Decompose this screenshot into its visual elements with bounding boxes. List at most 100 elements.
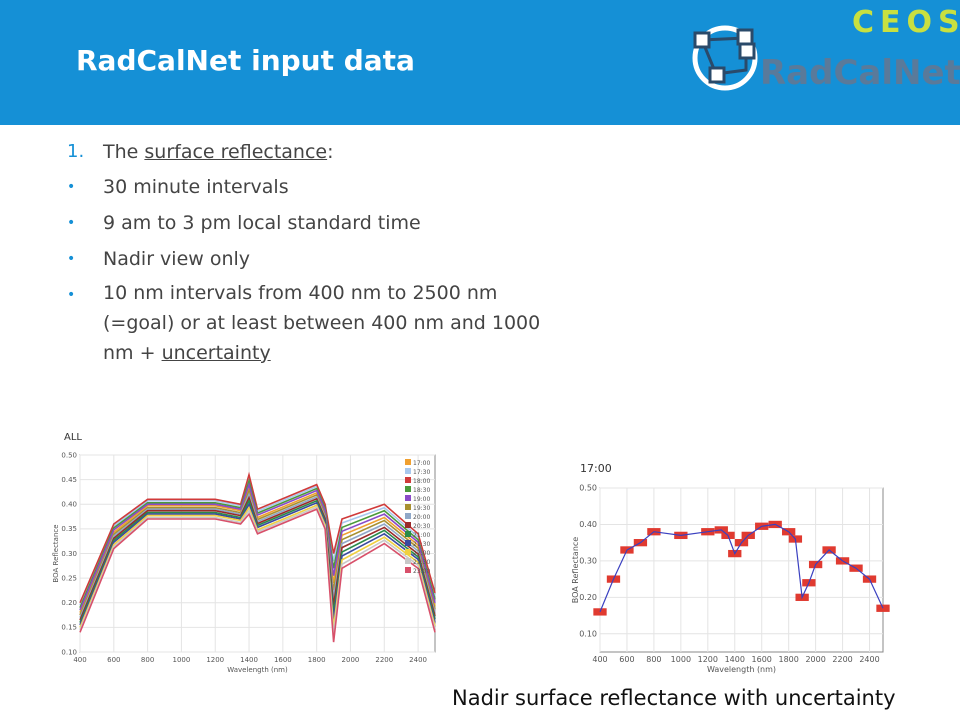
- series-line: [79, 506, 436, 635]
- legend-swatch: [405, 558, 411, 564]
- x-axis-label: Wavelength (nm): [707, 665, 776, 674]
- x-tick-label: 1800: [308, 656, 326, 664]
- chart-title: 17:00: [580, 462, 612, 475]
- series-line: [79, 488, 436, 616]
- underlined-text: uncertainty: [161, 342, 271, 364]
- x-tick-label: 1400: [240, 656, 258, 664]
- x-tick-label: 1200: [698, 655, 718, 664]
- series-line: [79, 508, 436, 643]
- logo-top: CEOS: [852, 5, 960, 40]
- series-line: [79, 475, 436, 606]
- x-tick-label: 2400: [409, 656, 427, 664]
- x-tick-label: 2200: [832, 655, 852, 664]
- legend-label: 21:30: [413, 541, 430, 548]
- y-tick-label: 0.50: [61, 451, 77, 459]
- y-axis-label: BOA Reflectance: [52, 524, 60, 582]
- y-tick-label: 0.35: [61, 525, 77, 533]
- y-tick-label: 0.50: [579, 484, 597, 493]
- text: :: [327, 141, 334, 163]
- legend-swatch: [405, 477, 411, 483]
- legend-swatch: [405, 513, 411, 519]
- x-tick-label: 1200: [206, 656, 224, 664]
- series-line: [79, 471, 436, 604]
- uncertainty-band: [593, 608, 607, 616]
- x-tick-label: 1600: [752, 655, 772, 664]
- legend-label: 22:30: [413, 559, 430, 566]
- series-line: [79, 492, 436, 618]
- series-line: [79, 495, 436, 621]
- series-line: [79, 485, 436, 613]
- x-tick-label: 800: [646, 655, 661, 664]
- text: Nadir view only: [103, 248, 251, 270]
- y-tick-label: 0.30: [61, 550, 77, 558]
- legend-label: 18:30: [413, 487, 430, 494]
- y-tick-label: 0.15: [61, 624, 77, 632]
- y-tick-label: 0.10: [579, 629, 597, 638]
- legend-swatch: [405, 567, 411, 573]
- list-heading: 1. The surface reflectance:: [67, 135, 543, 169]
- x-tick-label: 1800: [778, 655, 798, 664]
- x-tick-label: 1400: [725, 655, 745, 664]
- x-tick-label: 2200: [375, 656, 393, 664]
- x-tick-label: 1000: [173, 656, 191, 664]
- y-tick-label: 0.20: [61, 599, 77, 607]
- series-line: [599, 523, 884, 613]
- bullet: • 9 am to 3 pm local standard time: [67, 212, 421, 234]
- y-tick-label: 0.40: [579, 520, 597, 529]
- bullet: • Nadir view only: [67, 248, 251, 270]
- legend-label: 23:00: [413, 568, 430, 575]
- text: 9 am to 3 pm local standard time: [103, 212, 421, 234]
- legend-label: 22:00: [413, 550, 430, 557]
- legend-swatch: [405, 504, 411, 510]
- header: RadCalNet input data CEOS RadCalNet: [0, 0, 960, 125]
- y-tick-label: 0.40: [61, 501, 77, 509]
- x-tick-label: 800: [141, 656, 154, 664]
- legend-label: 20:30: [413, 523, 430, 530]
- legend-label: 17:00: [413, 460, 430, 467]
- x-tick-label: 600: [619, 655, 634, 664]
- legend-label: 19:00: [413, 496, 430, 503]
- logo-bottom: RadCalNet: [760, 53, 960, 93]
- underlined-text: surface reflectance: [144, 141, 328, 163]
- bullet: • 30 minute intervals: [67, 176, 289, 198]
- legend-swatch: [405, 522, 411, 528]
- x-tick-label: 2400: [859, 655, 879, 664]
- y-axis-label: BOA Reflectance: [571, 537, 580, 604]
- caption: Nadir surface reflectance with uncertain…: [452, 686, 896, 710]
- x-tick-label: 2000: [805, 655, 825, 664]
- legend-label: 18:00: [413, 478, 430, 485]
- legend-swatch: [405, 459, 411, 465]
- x-tick-label: 1000: [671, 655, 691, 664]
- x-tick-label: 2000: [342, 656, 360, 664]
- x-axis-label: Wavelength (nm): [227, 666, 288, 674]
- legend-swatch: [405, 486, 411, 492]
- legend-label: 21:00: [413, 532, 430, 539]
- y-tick-label: 0.45: [61, 476, 77, 484]
- series-line: [79, 481, 436, 611]
- series-line: [79, 478, 436, 609]
- legend-swatch: [405, 540, 411, 546]
- x-tick-label: 600: [107, 656, 120, 664]
- legend-label: 17:30: [413, 469, 430, 476]
- series-line: [79, 498, 436, 623]
- legend-swatch: [405, 549, 411, 555]
- x-tick-label: 1600: [274, 656, 292, 664]
- series-line: [79, 504, 436, 628]
- y-tick-label: 0.20: [579, 593, 597, 602]
- bullet: • 10 nm intervals from 400 nm to 2500 nm …: [67, 282, 541, 364]
- series-line: [79, 501, 436, 626]
- plot-area: [599, 487, 884, 653]
- y-tick-label: 0.10: [61, 648, 77, 656]
- legend-label: 19:30: [413, 505, 430, 512]
- logo: CEOS RadCalNet: [692, 5, 960, 93]
- list-number: 1.: [67, 141, 85, 162]
- chart-title: ALL: [64, 432, 82, 443]
- legend-swatch: [405, 468, 411, 474]
- text: 30 minute intervals: [103, 176, 289, 198]
- y-tick-label: 0.25: [61, 574, 77, 582]
- legend-swatch: [405, 531, 411, 537]
- legend-swatch: [405, 495, 411, 501]
- text: 10 nm intervals from 400 nm to 2500 nm (…: [103, 282, 541, 364]
